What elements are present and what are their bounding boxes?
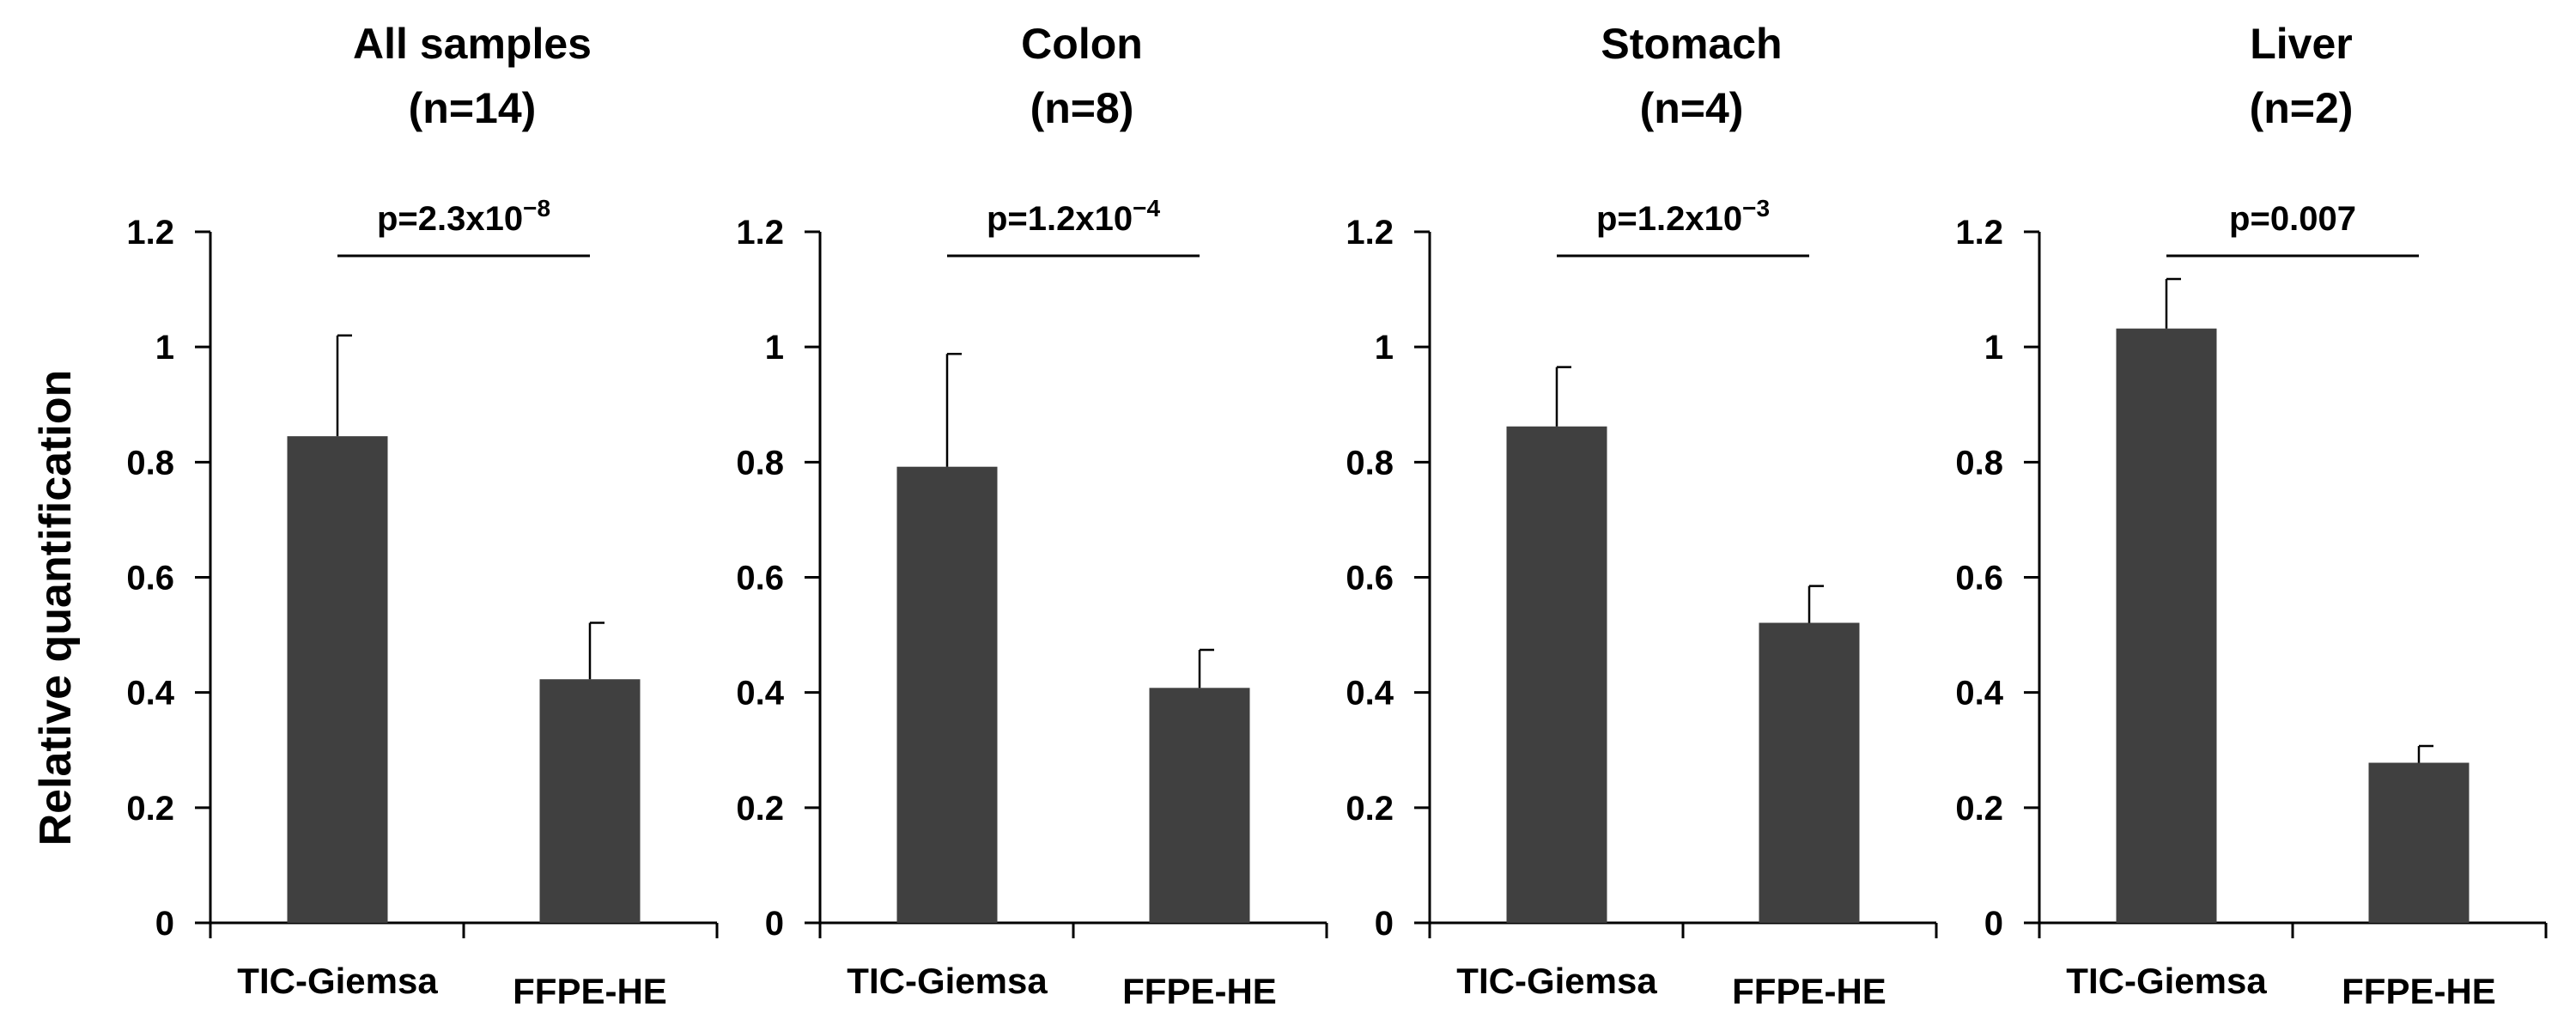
category-label: TIC-Giemsa — [847, 961, 1048, 1001]
panel-title: Colon — [1021, 20, 1143, 68]
chart-panel-3: Stomach (n=4) 0 0.2 0.4 0.6 0.8 1 1.2 TIC-Giemsa F… — [1346, 20, 1938, 1011]
chart-panel-4: Liver (n=2) 0 0.2 0.4 0.6 0.8 1 1.2 TIC-Giemsa FFP… — [1955, 20, 2548, 1011]
y-tick-label: 0.8 — [1346, 444, 1394, 482]
y-tick-label: 1.2 — [126, 214, 174, 252]
y-tick-label: 0.2 — [1346, 790, 1394, 828]
category-label: TIC-Giemsa — [1456, 961, 1657, 1001]
y-tick-label: 0 — [765, 905, 784, 943]
p-value-label: p=1.2x10−3 — [1596, 195, 1770, 238]
y-tick-label: 0.2 — [126, 790, 174, 828]
panel-subtitle: (n=2) — [2250, 84, 2354, 132]
y-tick-label: 0 — [1984, 905, 2003, 943]
p-value-label: p=0.007 — [2229, 200, 2356, 238]
y-tick-label: 0.8 — [736, 444, 784, 482]
y-tick-label: 0.4 — [736, 675, 784, 713]
y-tick-label: 1 — [1984, 329, 2003, 367]
y-tick-label: 0 — [155, 905, 174, 943]
bar-ffpe-he — [539, 679, 641, 923]
y-tick-label: 1.2 — [1955, 214, 2003, 252]
bar-tic-giemsa — [896, 466, 998, 923]
panel-subtitle: (n=14) — [409, 84, 537, 132]
y-tick-label: 1 — [765, 329, 784, 367]
category-label: FFPE-HE — [2342, 971, 2496, 1011]
bar-tic-giemsa — [287, 436, 388, 923]
category-label: FFPE-HE — [1122, 971, 1277, 1011]
y-tick-label: 0.4 — [126, 675, 174, 713]
bar-ffpe-he — [1149, 688, 1250, 923]
y-tick-label: 1.2 — [1346, 214, 1394, 252]
p-value-label: p=2.3x10−8 — [377, 195, 550, 238]
y-axis-label: Relative quantification — [31, 370, 81, 846]
chart-panel-1: All samples (n=14) 0 0.2 0.4 0.6 0.8 1 1.2 TIC-Gi… — [126, 20, 719, 1011]
category-label: FFPE-HE — [1732, 971, 1886, 1011]
y-tick-label: 0.6 — [126, 560, 174, 597]
chart-panel-2: Colon (n=8) 0 0.2 0.4 0.6 0.8 1 1.2 TIC-Giemsa FFP… — [736, 20, 1328, 1011]
bar-ffpe-he — [2368, 762, 2470, 923]
y-tick-label: 1 — [1375, 329, 1394, 367]
panel-title: All samples — [353, 20, 592, 68]
y-tick-label: 0.4 — [1955, 675, 2003, 713]
y-tick-label: 0.8 — [126, 444, 174, 482]
y-tick-label: 1.2 — [736, 214, 784, 252]
panel-subtitle: (n=8) — [1030, 84, 1134, 132]
bar-tic-giemsa — [2116, 328, 2217, 923]
y-tick-label: 0.6 — [736, 560, 784, 597]
y-tick-label: 0.2 — [1955, 790, 2003, 828]
y-tick-label: 0.2 — [736, 790, 784, 828]
y-tick-label: 0.4 — [1346, 675, 1394, 713]
y-tick-label: 0 — [1375, 905, 1394, 943]
p-value-label: p=1.2x10−4 — [987, 195, 1160, 238]
panel-title: Stomach — [1601, 20, 1782, 68]
y-tick-label: 0.8 — [1955, 444, 2003, 482]
category-label: FFPE-HE — [513, 971, 667, 1011]
y-tick-label: 0.6 — [1346, 560, 1394, 597]
y-tick-label: 0.6 — [1955, 560, 2003, 597]
category-label: TIC-Giemsa — [237, 961, 438, 1001]
y-tick-label: 1 — [155, 329, 174, 367]
panel-title: Liver — [2250, 20, 2353, 68]
panel-subtitle: (n=4) — [1640, 84, 1744, 132]
bar-ffpe-he — [1759, 622, 1860, 923]
category-label: TIC-Giemsa — [2066, 961, 2267, 1001]
bar-tic-giemsa — [1506, 426, 1607, 923]
